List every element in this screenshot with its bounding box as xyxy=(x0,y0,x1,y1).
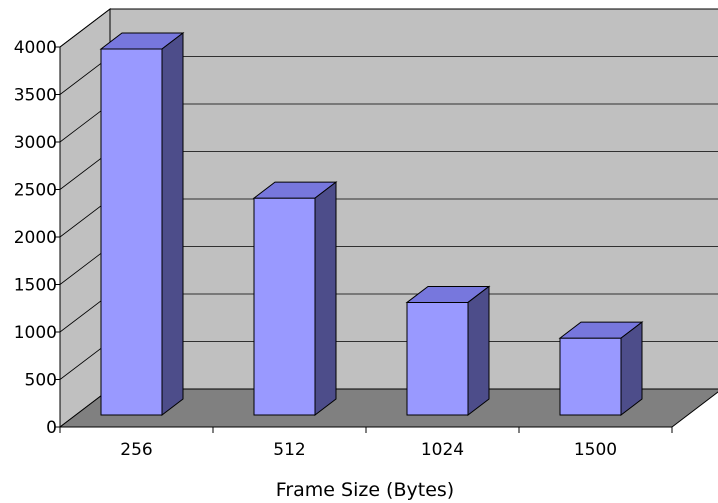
bar-front-face xyxy=(406,301,469,416)
bar-1500 xyxy=(558,321,644,417)
x-axis-title: Frame Size (Bytes) xyxy=(276,479,454,501)
x-tick-label: 1500 xyxy=(574,440,617,460)
y-tick-label: 3000 xyxy=(14,133,57,153)
bar-front-face xyxy=(100,48,163,416)
bars xyxy=(99,31,644,417)
x-tick-label: 1024 xyxy=(421,440,464,460)
bar-256 xyxy=(99,31,185,417)
y-tick-label: 1000 xyxy=(14,323,57,343)
bar-side-face xyxy=(314,181,337,417)
gridline-4000 xyxy=(59,8,718,48)
y-tick-label: 4000 xyxy=(14,38,57,58)
axes xyxy=(55,46,673,433)
x-tick-labels: 256 512 1024 1500 xyxy=(120,440,617,460)
bar-front-face xyxy=(253,197,316,416)
y-tick-label: 2500 xyxy=(14,181,57,201)
bar-front-face xyxy=(559,337,622,416)
y-tick-label: 2000 xyxy=(14,228,57,248)
y-tick-label: 0 xyxy=(46,418,57,438)
bar-side-face xyxy=(467,285,490,417)
x-tick-label: 256 xyxy=(120,440,152,460)
bar-side-face xyxy=(620,321,643,417)
bar-512 xyxy=(252,181,338,417)
bar-1024 xyxy=(405,285,491,417)
y-tick-labels: 0 500 1000 1500 2000 2500 3000 3500 4000 xyxy=(14,38,57,438)
y-tick-label: 1500 xyxy=(14,276,57,296)
y-tick-label: 500 xyxy=(25,371,57,391)
bar-side-face xyxy=(161,31,184,417)
x-tick-label: 512 xyxy=(273,440,305,460)
y-tick-label: 3500 xyxy=(14,86,57,106)
